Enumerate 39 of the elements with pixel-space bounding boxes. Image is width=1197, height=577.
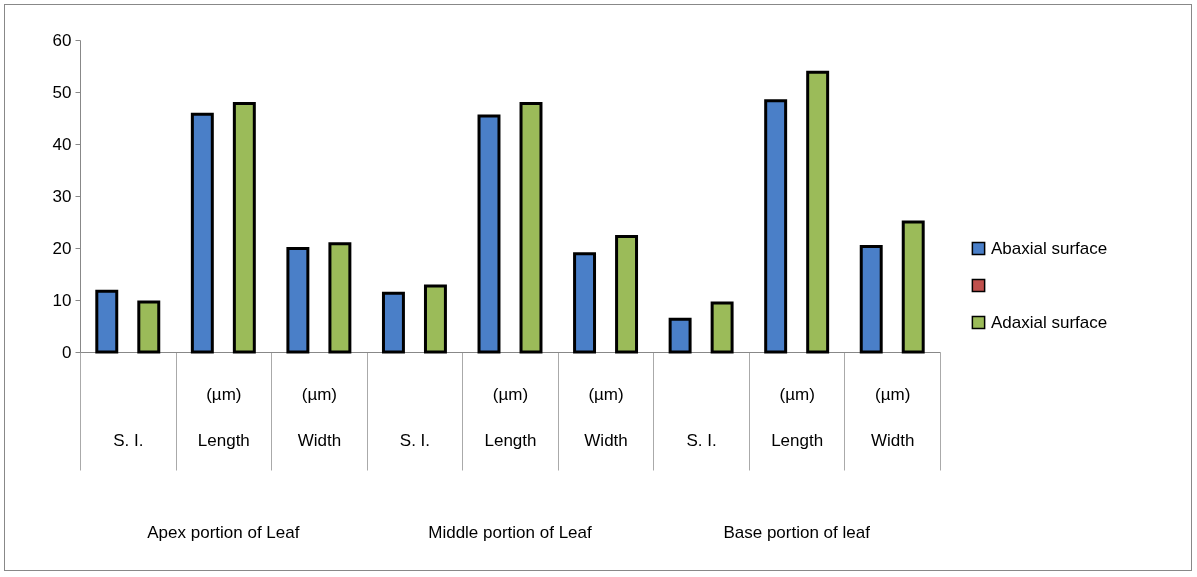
x-tick-label: S. I. — [686, 430, 717, 450]
category-label: (µm) Length — [484, 384, 537, 450]
y-tick-label: 40 — [52, 134, 72, 154]
bar — [859, 244, 883, 354]
bar — [806, 70, 830, 354]
x-tick-label: S. I. — [113, 430, 144, 450]
text: Middle portion of Leaf — [428, 523, 593, 542]
bar — [232, 101, 256, 354]
text: Apex portion of Leaf — [147, 523, 300, 542]
bar — [477, 114, 501, 354]
y-tick-label: 10 — [52, 290, 72, 310]
y-tick-label: 0 — [62, 342, 72, 362]
category-label: (µm) Length — [771, 384, 824, 450]
bar — [668, 317, 692, 354]
bar — [286, 247, 310, 354]
bar — [381, 291, 405, 354]
legend-label: Abaxial surface — [991, 238, 1108, 258]
category-label: (µm) Width — [297, 384, 342, 450]
y-tick-label: 60 — [52, 30, 72, 50]
bar — [615, 235, 639, 354]
bar — [710, 301, 734, 354]
y-tick-label: 50 — [52, 82, 72, 102]
bar — [901, 220, 925, 354]
y-tick-label: 30 — [52, 186, 72, 206]
x-tick-label: S. I. — [399, 430, 431, 450]
bar — [519, 101, 543, 354]
y-tick-label: 20 — [52, 238, 72, 258]
bar — [190, 112, 214, 354]
bar — [573, 252, 597, 354]
bar — [423, 284, 447, 354]
category-label: (µm) Width — [584, 384, 628, 450]
bar — [764, 99, 788, 354]
text: Base portion of leaf — [723, 523, 871, 542]
bar — [328, 242, 352, 354]
category-label: (µm) Length — [197, 384, 250, 450]
bar — [95, 289, 119, 354]
legend-label: Adaxial surface — [991, 312, 1108, 332]
category-label: (µm) Width — [870, 384, 915, 450]
bar — [137, 300, 161, 354]
